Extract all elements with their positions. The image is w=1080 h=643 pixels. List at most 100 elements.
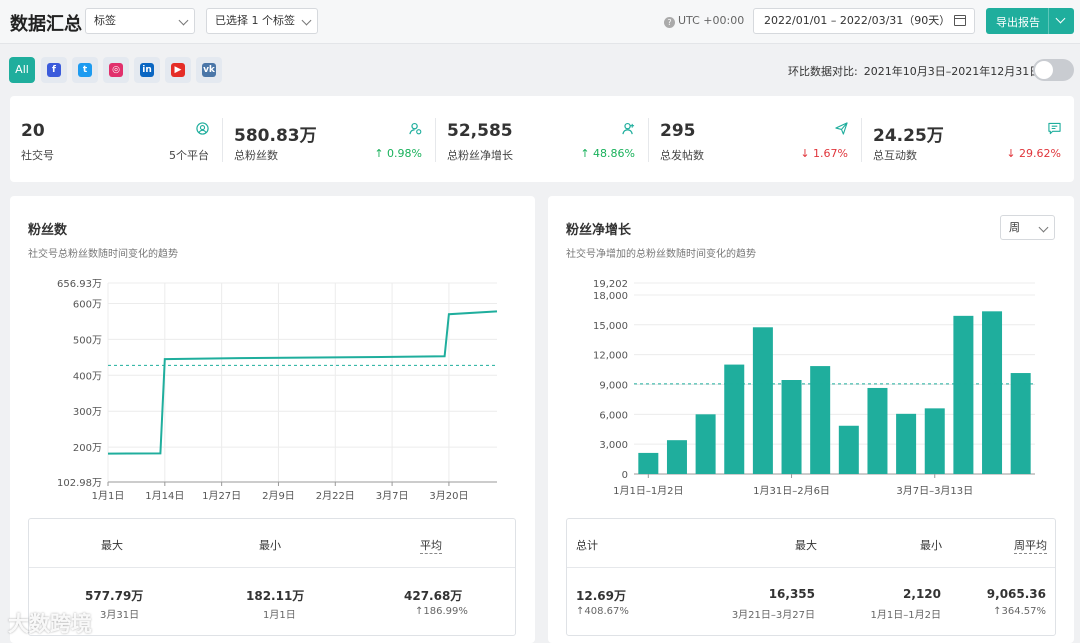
calendar-icon [954, 15, 966, 26]
max-date: 3月31日 [100, 610, 140, 621]
divider [29, 567, 515, 568]
vk-icon: vk [202, 63, 216, 77]
stat-value: 20 [21, 121, 45, 141]
chevron-down-icon [301, 15, 312, 26]
comment-icon [1048, 122, 1061, 135]
y-tick-label: 9,000 [599, 380, 628, 391]
x-tick-label: 2月9日 [262, 490, 295, 502]
stat-change: ↓ 1.67% [800, 147, 848, 160]
avg-value: 427.68万 [404, 589, 463, 603]
col-min-header: 最小 [259, 539, 281, 552]
weekly-avg-value: 9,065.36 [986, 587, 1046, 601]
chevron-down-icon[interactable] [1055, 13, 1066, 24]
weekly-avg-change: ↑364.57% [993, 606, 1046, 617]
period-select[interactable]: 周 [1000, 215, 1055, 240]
max-period: 3月21日–3月27日 [731, 610, 815, 621]
platform-instagram-button[interactable]: ◎ [103, 57, 129, 83]
y-tick-label: 300万 [73, 407, 102, 418]
platform-all-button[interactable]: All [9, 57, 35, 83]
x-tick-label: 1月31日–2月6日 [753, 485, 830, 497]
stat-label: 总发帖数 [660, 149, 704, 162]
y-tick-label: 3,000 [599, 440, 628, 451]
bar [724, 364, 745, 474]
follower-growth-icon [622, 122, 635, 135]
follower-growth-bar-chart[interactable]: 0 3,000 6,000 9,000 12,000 15,000 18,00019,202… [548, 270, 1074, 506]
divider [648, 118, 649, 162]
platform-twitter-button[interactable]: t [72, 57, 98, 83]
date-range-text: 2022/01/01 – 2022/03/31（90天） [764, 14, 951, 27]
watermark-logo: 大数跨境 [8, 612, 92, 636]
y-tick-label: 18,000 [593, 291, 628, 302]
total-value: 12.69万 [576, 589, 626, 603]
followers-icon [409, 122, 422, 135]
stat-change-value: 48.86% [593, 147, 635, 160]
x-tick-label: 3月7日–3月13日 [896, 485, 973, 497]
y-tick-label: 500万 [73, 335, 102, 346]
bar [752, 327, 773, 474]
compare-label: 环比数据对比: 2021年10月3日–2021年12月31日 [788, 63, 1040, 79]
platform-linkedin-button[interactable]: in [134, 57, 160, 83]
stat-label: 总互动数 [873, 149, 917, 162]
chevron-down-icon [178, 15, 189, 26]
export-report-button[interactable]: 导出报告 [986, 8, 1074, 34]
growth-panel-subtitle: 社交号净增加的总粉丝数随时间变化的趋势 [566, 249, 756, 260]
account-icon [196, 122, 209, 135]
bar [896, 413, 917, 474]
bar [781, 380, 802, 474]
platform-youtube-button[interactable]: ▶ [165, 57, 191, 83]
bar [810, 366, 831, 474]
stat-engagement: 24.25万 总互动数 ↓ 29.62% [862, 96, 1074, 182]
help-icon: ? [664, 17, 675, 28]
col-min-header: 最小 [920, 539, 942, 552]
facebook-icon: f [47, 63, 61, 77]
weekly-avg-change-value: 364.57% [1001, 606, 1047, 617]
x-tick-label: 2月22日 [316, 490, 355, 502]
tag-select[interactable]: 标签 [85, 8, 195, 34]
stat-change: ↓ 29.62% [1006, 147, 1061, 160]
y-tick-label: 15,000 [593, 321, 628, 332]
col-weekly-avg-header[interactable]: 周平均 [1014, 539, 1047, 554]
tag-filter-select[interactable]: 已选择 1 个标签 [206, 8, 318, 34]
linkedin-icon: in [140, 63, 154, 77]
bar [867, 387, 888, 474]
col-avg-header[interactable]: 平均 [420, 539, 442, 554]
avg-change-value: 186.99% [423, 606, 468, 617]
y-tick-label: 19,202 [593, 279, 628, 290]
stat-change-value: 29.62% [1019, 147, 1061, 160]
stat-total-followers: 580.83万 总粉丝数 ↑ 0.98% [223, 96, 435, 182]
bar [695, 414, 716, 474]
bar [1010, 373, 1031, 474]
x-tick-label: 1月1日 [92, 490, 125, 502]
stat-value: 24.25万 [873, 126, 944, 146]
growth-summary-table: 总计 最大 最小 周平均 12.69万 16,355 2,120 9,065.3… [566, 518, 1056, 636]
stat-change: ↑ 0.98% [374, 147, 422, 160]
divider [222, 118, 223, 162]
y-tick-label: 200万 [73, 443, 102, 454]
followers-summary-table: 最大 最小 平均 577.79万 182.11万 427.68万 3月31日 1… [28, 518, 516, 636]
platform-vk-button[interactable]: vk [196, 57, 222, 83]
stat-label: 总粉丝净增长 [447, 149, 513, 162]
export-label: 导出报告 [996, 16, 1040, 29]
compare-toggle[interactable] [1033, 59, 1074, 81]
date-range-picker[interactable]: 2022/01/01 – 2022/03/31（90天） [753, 8, 975, 34]
y-tick-label: 0 [622, 470, 628, 481]
stat-posts: 295 总发帖数 ↓ 1.67% [649, 96, 861, 182]
bar [924, 408, 945, 474]
stat-change-value: 1.67% [813, 147, 848, 160]
twitter-icon: t [78, 63, 92, 77]
col-total-header: 总计 [576, 539, 598, 552]
total-change: ↑408.67% [576, 606, 629, 617]
divider [861, 118, 862, 162]
divider [1048, 8, 1049, 34]
y-tick-label: 6,000 [599, 410, 628, 421]
x-tick-label: 1月27日 [202, 490, 241, 502]
bar [666, 440, 687, 474]
total-change-value: 408.67% [584, 606, 629, 617]
platform-facebook-button[interactable]: f [41, 57, 67, 83]
y-tick-label: 102.98万 [57, 478, 102, 489]
x-tick-label: 3月7日 [376, 490, 409, 502]
compare-range: 2021年10月3日–2021年12月31日 [863, 65, 1041, 78]
y-tick-label: 600万 [73, 299, 102, 310]
timezone-label[interactable]: ? UTC +00:00 [664, 14, 744, 28]
